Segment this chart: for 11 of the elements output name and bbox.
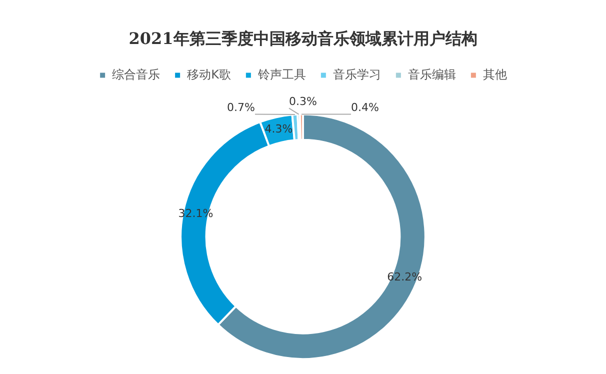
legend-label: 音乐学习 [332,67,381,82]
legend-label: 其他 [482,67,507,82]
data-label: 0.4% [351,101,379,114]
data-label: 0.3% [289,95,317,108]
legend-label: 综合音乐 [112,67,160,82]
data-label: 0.7% [227,101,255,114]
legend-label: 音乐编辑 [408,67,456,82]
data-label: 4.3% [264,122,293,136]
legend-label: 铃声工具 [256,67,306,82]
chart-title: 2021年第三季度中国移动音乐领域累计用户结构 [128,28,478,48]
legend-label: 移动K歌 [187,67,231,82]
